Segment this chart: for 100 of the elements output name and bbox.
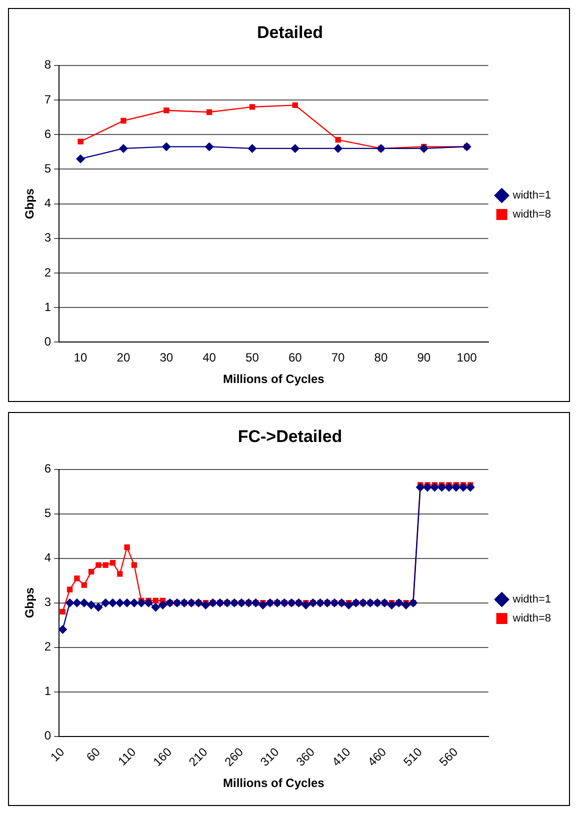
point (117, 571, 123, 577)
x-tick-label: 60 (288, 350, 302, 365)
y-tick-label: 0 (44, 334, 52, 349)
point (122, 598, 132, 608)
point (416, 482, 425, 492)
y-tick-label: 2 (44, 640, 52, 654)
point (65, 598, 74, 608)
y-tick-label: 4 (44, 196, 52, 210)
point (387, 600, 396, 610)
point (164, 108, 170, 114)
point (88, 568, 94, 575)
point (74, 576, 80, 582)
point (81, 582, 87, 588)
point (66, 586, 73, 592)
legend-label: width=8 (512, 612, 552, 625)
x-tick-label: 510 (400, 744, 426, 769)
point (94, 602, 103, 612)
x-tick-label: 30 (160, 350, 174, 365)
point (124, 544, 130, 550)
x-tick-label: 110 (115, 744, 139, 768)
point (292, 102, 298, 108)
x-tick-label: 40 (202, 350, 216, 365)
y-tick-label: 0 (44, 728, 52, 743)
chart-title: FC->Detailed (238, 426, 342, 446)
point (248, 144, 257, 153)
x-tick-label: 210 (186, 744, 210, 769)
point (101, 598, 110, 608)
point (444, 482, 454, 492)
point (422, 482, 432, 492)
point (130, 598, 139, 608)
y-tick-label: 6 (44, 462, 52, 476)
point (102, 562, 108, 568)
point (144, 598, 153, 608)
x-tick-label: 460 (364, 744, 390, 769)
x-tick-label: 310 (258, 744, 282, 769)
point (76, 154, 86, 164)
point (115, 598, 124, 608)
y-tick-label: 5 (44, 506, 52, 520)
point (60, 608, 66, 615)
y-axis-title: Gbps (22, 587, 37, 618)
point (131, 562, 138, 568)
point (258, 600, 268, 610)
y-axis-title: Gbps (22, 188, 37, 220)
x-tick-label: 560 (436, 744, 461, 769)
legend-label: width=8 (512, 208, 552, 221)
point (301, 600, 310, 610)
x-axis-title: Millions of Cycles (222, 776, 325, 790)
y-tick-label: 3 (44, 230, 52, 245)
point (402, 600, 411, 610)
point (120, 118, 126, 124)
y-tick-label: 8 (44, 58, 52, 72)
point (118, 144, 128, 153)
x-tick-label: 80 (374, 350, 388, 365)
point (344, 600, 354, 610)
point (96, 562, 102, 568)
point (290, 144, 300, 153)
x-tick-label: 20 (116, 350, 130, 365)
point (80, 598, 89, 608)
point (86, 600, 96, 610)
point (452, 482, 461, 492)
point (152, 598, 158, 604)
point (162, 142, 171, 152)
point (78, 138, 84, 144)
y-tick-label: 3 (44, 595, 52, 610)
point (136, 598, 146, 608)
x-tick-label: 100 (456, 350, 478, 365)
point (466, 482, 475, 492)
x-tick-label: 10 (74, 350, 88, 365)
x-tick-label: 410 (329, 744, 354, 769)
point (151, 602, 160, 612)
x-tick-label: 360 (293, 744, 318, 769)
point (206, 109, 212, 115)
point (58, 625, 68, 634)
point (72, 598, 82, 608)
y-tick-label: 4 (44, 550, 52, 565)
x-tick-label: 160 (150, 744, 175, 769)
point (201, 600, 210, 610)
point (335, 136, 341, 143)
x-tick-label: 60 (84, 744, 104, 764)
legend-label: width=1 (512, 594, 552, 606)
x-axis-title: Millions of Cycles (222, 372, 325, 386)
point (108, 598, 118, 608)
y-tick-label: 7 (44, 92, 52, 106)
y-tick-label: 2 (44, 265, 52, 280)
y-tick-label: 1 (44, 300, 52, 314)
point (430, 482, 440, 492)
y-tick-label: 6 (44, 126, 52, 141)
x-tick-label: 10 (48, 744, 68, 764)
point (204, 142, 214, 152)
point (334, 144, 343, 153)
point (110, 560, 116, 566)
x-tick-label: 90 (417, 350, 431, 365)
point (249, 104, 256, 110)
y-tick-label: 1 (44, 684, 52, 698)
point (158, 600, 168, 610)
x-tick-label: 50 (246, 350, 260, 365)
x-tick-label: 260 (222, 744, 246, 769)
chart-title: Detailed (256, 22, 324, 42)
y-tick-label: 5 (44, 162, 52, 176)
point (419, 144, 428, 153)
